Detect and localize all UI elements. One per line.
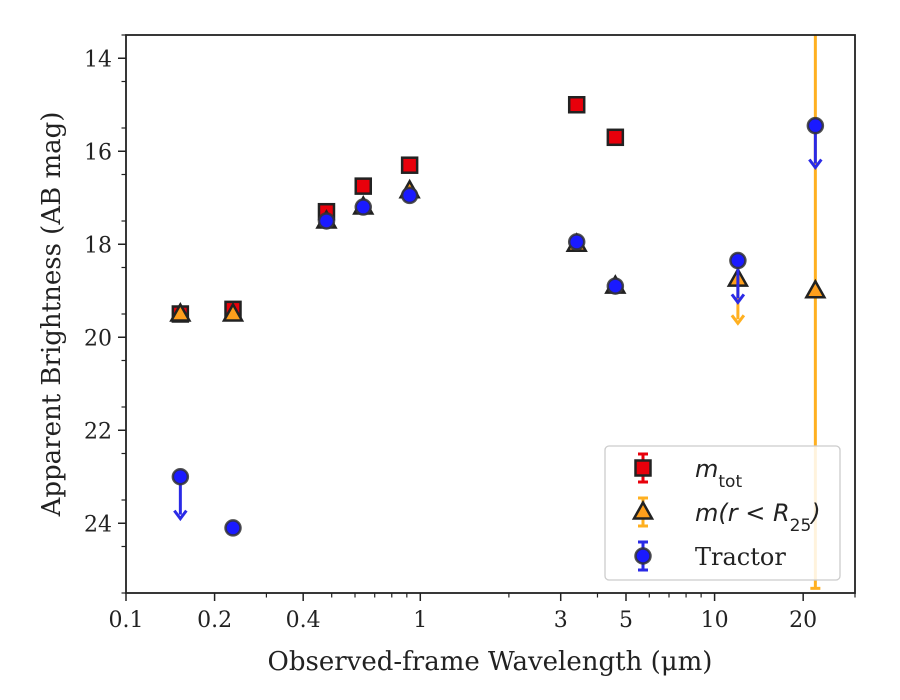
data-point [567, 96, 586, 114]
data-point [729, 251, 747, 270]
legend-marker [634, 459, 652, 477]
legend: mtot m(r < R25) Tractor [604, 445, 841, 581]
data-point [804, 278, 827, 299]
legend-label-subscript: 25 [790, 516, 812, 536]
y-tick-label: 24 [84, 512, 112, 537]
legend-label-main: m [695, 455, 718, 483]
x-ticks: 0.1 0.2 0.4 1 3 5 10 20 [109, 593, 856, 633]
legend-item-1: m(r < R25) [631, 496, 821, 536]
y-tick-label: 20 [84, 326, 112, 351]
x-tick-label: 3 [554, 608, 568, 633]
upper-limit-arrow [173, 509, 188, 522]
marks-layer [169, 35, 827, 590]
legend-marker [631, 500, 655, 520]
data-point [171, 468, 190, 486]
legend-label-tail: ) [809, 499, 820, 527]
y-ticks: 14 16 18 20 22 24 [84, 34, 126, 594]
legend-label: Tractor [695, 543, 786, 571]
x-tick-label: 0.4 [286, 608, 321, 633]
x-tick-label: 0.1 [109, 608, 144, 633]
data-point [221, 302, 245, 322]
x-tick-label: 20 [789, 608, 817, 633]
upper-limit-arrow [730, 293, 746, 305]
y-tick-label: 22 [84, 419, 112, 444]
y-tick-label: 16 [84, 140, 112, 165]
x-tick-label: 10 [701, 608, 729, 633]
data-point [400, 156, 419, 174]
series-2 [171, 116, 825, 537]
data-point [606, 277, 625, 295]
legend-label-main: Tractor [695, 543, 786, 571]
x-tick-label: 0.2 [197, 608, 232, 633]
data-point [806, 116, 825, 135]
data-point [354, 198, 373, 216]
data-point [169, 302, 192, 322]
legend-label-main: m(r < R [695, 499, 790, 527]
legend-label-subscript: tot [718, 472, 742, 492]
x-axis-label: Observed-frame Wavelength (μm) [268, 647, 713, 677]
legend-marker [634, 547, 652, 565]
upper-limit-arrow [808, 158, 823, 171]
legend-label: m(r < R25) [695, 499, 821, 536]
legend-box [604, 445, 841, 581]
legend-label: mtot [695, 455, 742, 492]
upper-limit-arrow [730, 314, 746, 326]
x-tick-label: 5 [619, 608, 633, 633]
data-point [354, 177, 373, 195]
y-tick-label: 14 [84, 47, 112, 72]
x-tick-label: 1 [413, 608, 427, 633]
data-point [224, 519, 242, 537]
y-tick-label: 18 [84, 233, 112, 258]
data-point [606, 128, 625, 147]
legend-item-0: mtot [634, 452, 742, 492]
data-point [317, 212, 336, 230]
y-axis-label: Apparent Brightness (AB mag) [37, 112, 67, 518]
legend-item-2: Tractor [634, 540, 786, 572]
data-point [400, 186, 419, 205]
data-point [567, 233, 586, 251]
series-0 [171, 96, 625, 323]
